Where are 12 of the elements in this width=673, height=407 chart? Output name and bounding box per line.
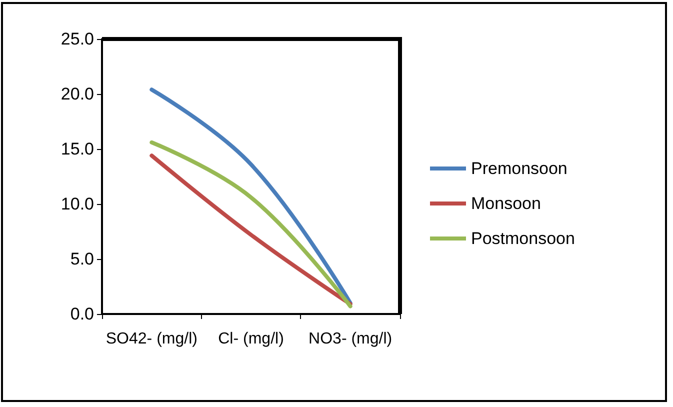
legend-label: Postmonsoon: [471, 229, 575, 248]
y-tick-label: 15.0: [60, 140, 94, 158]
y-tick-label: 0.0: [70, 304, 94, 324]
legend-label: Premonsoon: [471, 159, 568, 178]
x-tick-label: NO3- (mg/l): [308, 330, 392, 348]
y-tick-label: 10.0: [60, 194, 94, 214]
x-tick-label: SO42- (mg/l): [106, 330, 198, 348]
y-tick-label: 20.0: [60, 84, 94, 104]
x-tick-label: Cl- (mg/l): [218, 330, 284, 348]
y-tick-label: 5.0: [70, 250, 94, 268]
y-tick-label: 25.0: [60, 30, 94, 48]
legend-label: Monsoon: [471, 194, 541, 213]
